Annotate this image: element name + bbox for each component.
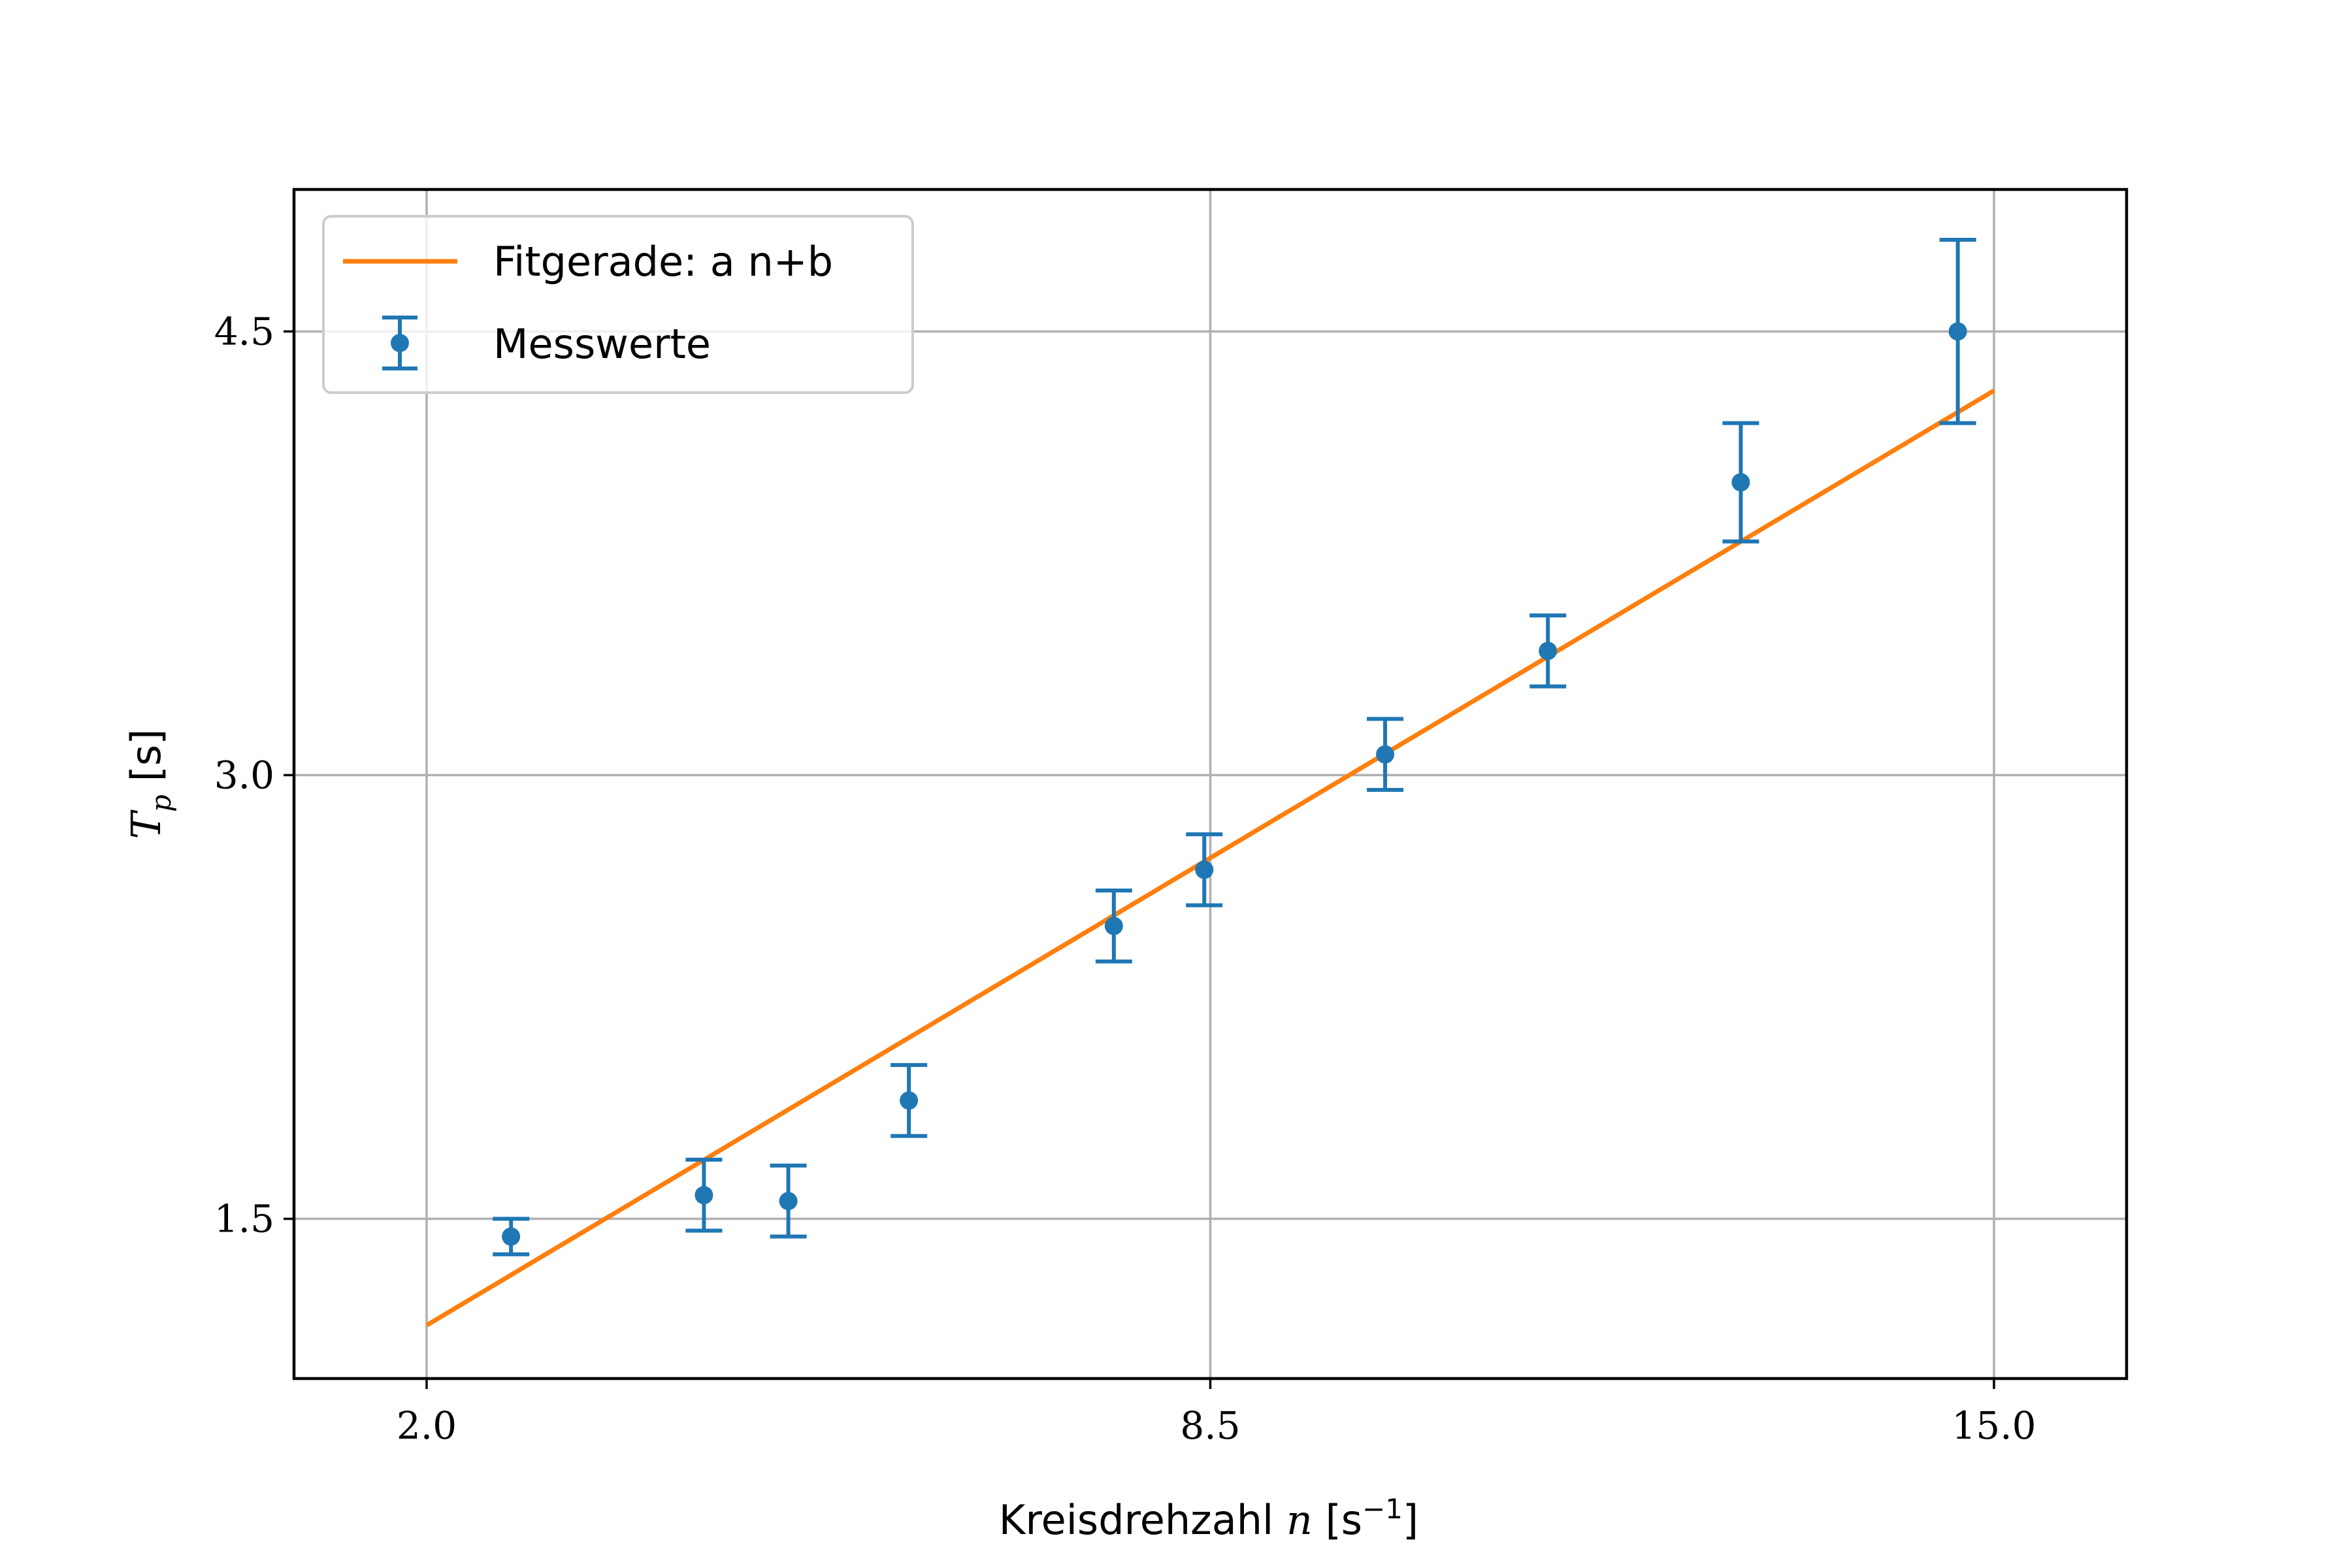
fit-line-layer: [425, 388, 1995, 1328]
fit-line: [425, 388, 1995, 1328]
x-tick-label: 15.0: [1952, 1403, 2036, 1448]
y-ticks: 1.5 3.0 4.5: [214, 309, 294, 1241]
measurement-point: [1095, 888, 1132, 964]
data-point: [1731, 473, 1750, 492]
measurement-points-layer: [493, 237, 1976, 1256]
measurement-point: [770, 1164, 807, 1239]
data-point: [1195, 860, 1214, 879]
legend-measurement-swatch: [382, 316, 417, 370]
data-point: [694, 1186, 713, 1205]
data-point: [900, 1091, 919, 1110]
measurement-point: [1186, 832, 1223, 907]
y-tick-label: 4.5: [214, 309, 274, 353]
legend-box: [322, 215, 914, 394]
data-point: [1539, 642, 1558, 661]
data-point: [1376, 745, 1395, 764]
measurement-point: [890, 1063, 928, 1138]
data-point: [1104, 917, 1123, 936]
measurement-point: [493, 1217, 530, 1256]
x-tick-label: 2.0: [397, 1403, 457, 1448]
measurement-point: [1367, 717, 1404, 792]
y-tick-label: 3.0: [214, 753, 274, 797]
y-axis-label: Tp [s]: [122, 729, 177, 840]
legend: Fitgerade: a n+b Messwerte: [322, 215, 914, 394]
x-axis-label: Kreisdrehzahl n [s−1]: [999, 1493, 1418, 1544]
measurement-point: [1529, 613, 1567, 689]
legend-fit-label: Fitgerade: a n+b: [493, 238, 833, 286]
legend-measurement-label: Messwerte: [493, 320, 711, 368]
measurement-point: [685, 1157, 723, 1233]
data-point: [1948, 322, 1967, 341]
data-point: [779, 1192, 798, 1211]
x-ticks: 2.0 8.5 15.0: [397, 1379, 2036, 1448]
measurement-point: [1939, 237, 1976, 425]
y-tick-label: 1.5: [214, 1197, 274, 1241]
data-point: [502, 1227, 521, 1246]
x-tick-label: 8.5: [1180, 1403, 1240, 1448]
measurement-point: [1722, 421, 1759, 544]
